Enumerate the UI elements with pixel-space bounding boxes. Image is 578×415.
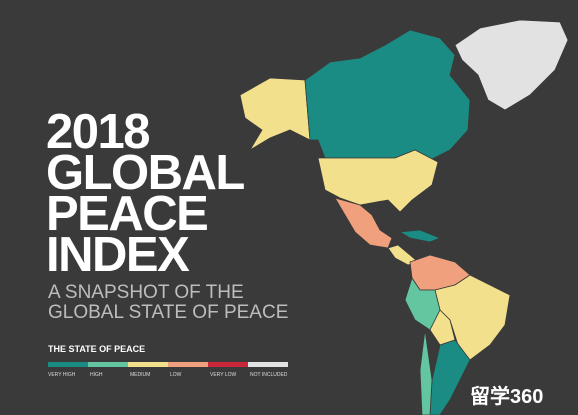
legend-label: VERY LOW [210, 372, 236, 378]
legend-swatch [168, 362, 208, 367]
caribbean [398, 229, 442, 243]
legend-title: THE STATE OF PEACE [48, 344, 145, 354]
legend-label: MEDIUM [130, 372, 150, 378]
legend-label: NOT INCLUDED [250, 372, 288, 378]
legend-swatch [48, 362, 88, 367]
title-line: INDEX [46, 228, 190, 282]
legend-swatch [88, 362, 128, 367]
watermark: 留学360 [470, 384, 543, 408]
usa [317, 149, 439, 213]
legend-swatch [128, 362, 168, 367]
alaska [239, 77, 311, 151]
map [239, 19, 569, 415]
title-line: PEACE [46, 187, 207, 241]
subtitle-line: GLOBAL STATE OF PEACE [48, 302, 288, 323]
legend-label: LOW [170, 372, 182, 378]
title-line: 2018 [46, 105, 149, 159]
title-line: GLOBAL [46, 146, 244, 200]
legend-label: HIGH [90, 372, 103, 378]
legend-swatch [248, 362, 288, 367]
greenland [454, 19, 569, 111]
bolivia [429, 309, 456, 346]
mexico [334, 197, 393, 249]
canada [304, 29, 471, 161]
legend-swatch [208, 362, 248, 367]
legend-label: VERY HIGH [48, 372, 76, 378]
legend: VERY HIGH HIGH MEDIUM LOW VERY LOW NOT INCLUD… [48, 362, 288, 378]
chile [419, 329, 433, 415]
subtitle-line: A SNAPSHOT OF THE [48, 282, 244, 303]
